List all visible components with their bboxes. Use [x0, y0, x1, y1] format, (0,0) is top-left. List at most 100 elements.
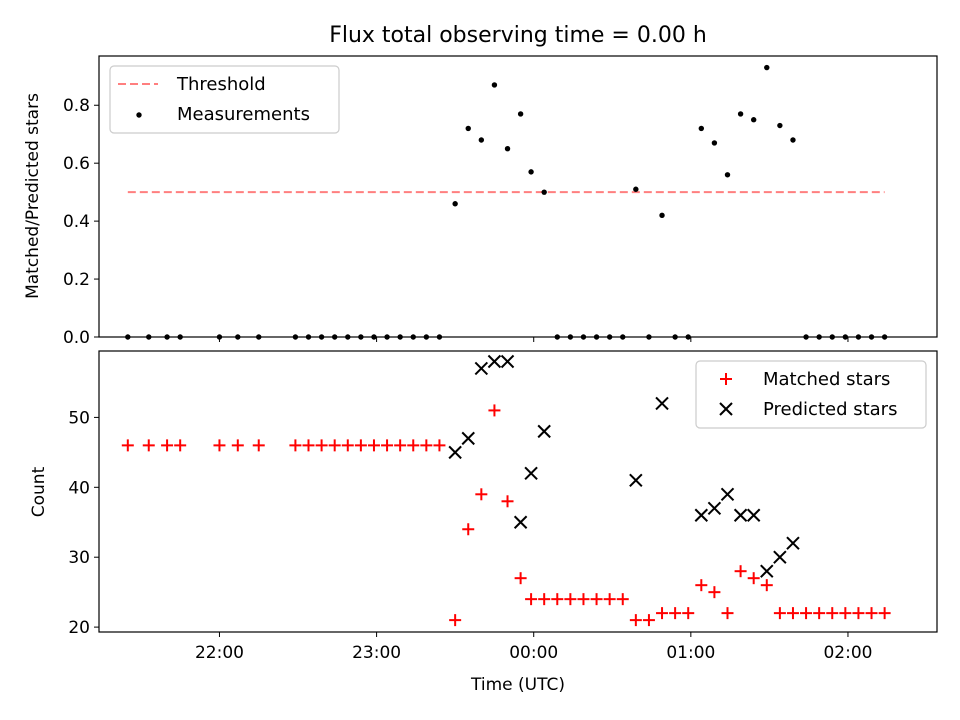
predicted-star-point	[524, 466, 538, 481]
predicted-star-point	[448, 445, 462, 460]
bottom-plot-frame	[98, 350, 938, 633]
y-tick-label: 20	[68, 618, 90, 638]
matched-star-point	[642, 614, 655, 627]
x-tick-label: 02:00	[823, 643, 872, 663]
x-tick-label: 22:00	[195, 643, 244, 663]
matched-star-point	[878, 607, 891, 620]
matched-star-point	[289, 439, 302, 452]
predicted-star-point	[537, 424, 551, 439]
legend-measurements-label: Measurements	[177, 104, 310, 125]
matched-star-point	[669, 607, 682, 620]
top-panel: Flux total observing time = 0.00 h Match…	[23, 23, 938, 348]
bottom-legend: Matched stars Predicted stars	[695, 360, 927, 429]
predicted-star-point	[694, 508, 709, 522]
y-tick-label: 0.4	[63, 212, 90, 232]
matched-star-point	[577, 593, 590, 606]
predicted-star-point	[629, 473, 643, 488]
matched-star-point	[462, 523, 475, 536]
predicted-star-point	[474, 361, 489, 376]
measurement-point	[711, 140, 718, 146]
matched-star-point	[852, 607, 865, 620]
bottom-x-axis-label: Time (UTC)	[470, 675, 565, 695]
predicted-star-point	[461, 431, 475, 446]
predicted-star-point	[720, 487, 735, 502]
matched-star-point	[551, 593, 564, 606]
predicted-star-point	[487, 354, 502, 369]
matched-star-point	[826, 607, 839, 620]
legend-matched-marker	[720, 373, 732, 385]
bottom-x-ticks: 22:00 23:00 00:00 01:00 02:00	[195, 632, 872, 663]
matched-star-point	[590, 593, 603, 606]
matched-star-point	[407, 439, 420, 452]
matched-star-point	[488, 404, 501, 417]
top-legend-box	[109, 65, 340, 134]
matched-star-point	[161, 439, 174, 452]
matched-star-point	[174, 439, 187, 452]
legend-predicted-label: Predicted stars	[763, 399, 897, 420]
y-tick-label: 40	[68, 478, 90, 498]
matched-star-point	[629, 614, 642, 627]
top-legend: Threshold Measurements	[109, 65, 340, 134]
measurement-point	[790, 137, 796, 143]
matched-star-point	[501, 495, 514, 508]
measurement-point	[764, 64, 770, 71]
predicted-star-point	[760, 564, 774, 578]
matched-star-point	[721, 607, 734, 620]
predicted-star-point	[786, 536, 800, 550]
matched-star-point	[302, 439, 315, 452]
matched-star-point	[341, 439, 354, 452]
measurement-point	[528, 169, 534, 175]
legend-threshold-label: Threshold	[176, 74, 266, 95]
y-tick-label: 0.2	[63, 270, 90, 290]
matched-star-point	[800, 607, 813, 620]
legend-predicted-marker	[719, 402, 733, 416]
matched-star-point	[142, 439, 155, 452]
matched-star-point	[525, 593, 538, 606]
measurement-point	[541, 189, 547, 195]
legend-measurements-marker	[136, 112, 142, 118]
matched-star-point	[433, 439, 446, 452]
matched-star-point	[747, 572, 760, 585]
x-tick-label: 23:00	[352, 643, 401, 663]
bottom-panel: Count 20 30 40 50 22:00 23:00 00:00 01:00 02:00…	[29, 350, 938, 695]
predicted-star-point	[655, 396, 669, 411]
matched-star-point	[865, 607, 878, 620]
matched-star-point	[121, 439, 134, 452]
measurement-point	[737, 111, 744, 117]
matched-star-point	[315, 439, 328, 452]
top-x-ticks	[218, 337, 849, 342]
matched-star-point	[475, 488, 488, 501]
matched-star-point	[367, 439, 380, 452]
matched-star-point	[420, 439, 433, 452]
y-tick-label: 0.8	[63, 96, 90, 116]
measurement-point	[452, 201, 458, 207]
matched-star-point	[394, 439, 407, 452]
bottom-legend-box	[695, 360, 927, 429]
y-tick-label: 0.0	[63, 328, 90, 348]
matched-star-point	[616, 593, 629, 606]
measurement-point	[633, 186, 639, 192]
measurement-point	[517, 111, 524, 117]
matched-star-point	[449, 614, 462, 627]
matched-star-point	[708, 586, 721, 599]
matched-star-point	[603, 593, 616, 606]
x-tick-label: 00:00	[509, 643, 558, 663]
matched-star-point	[656, 607, 669, 620]
matched-star-point	[213, 439, 226, 452]
top-plot-frame	[98, 55, 938, 338]
matched-star-point	[813, 607, 826, 620]
matched-star-point	[839, 607, 852, 620]
predicted-star-point	[733, 508, 748, 522]
legend-matched-label: Matched stars	[763, 369, 890, 390]
matched-star-point	[328, 439, 341, 452]
bottom-y-ticks: 20 30 40 50	[68, 408, 99, 638]
top-y-axis-label: Matched/Predicted stars	[23, 93, 43, 299]
x-tick-label: 01:00	[666, 643, 715, 663]
matched-star-point	[786, 607, 799, 620]
top-y-ticks: 0.0 0.2 0.4 0.6 0.8	[63, 96, 99, 348]
matched-star-point	[538, 593, 551, 606]
matched-star-point	[760, 579, 773, 592]
matched-star-point	[381, 439, 394, 452]
bottom-y-axis-label: Count	[29, 466, 49, 517]
measurement-point	[777, 122, 783, 129]
